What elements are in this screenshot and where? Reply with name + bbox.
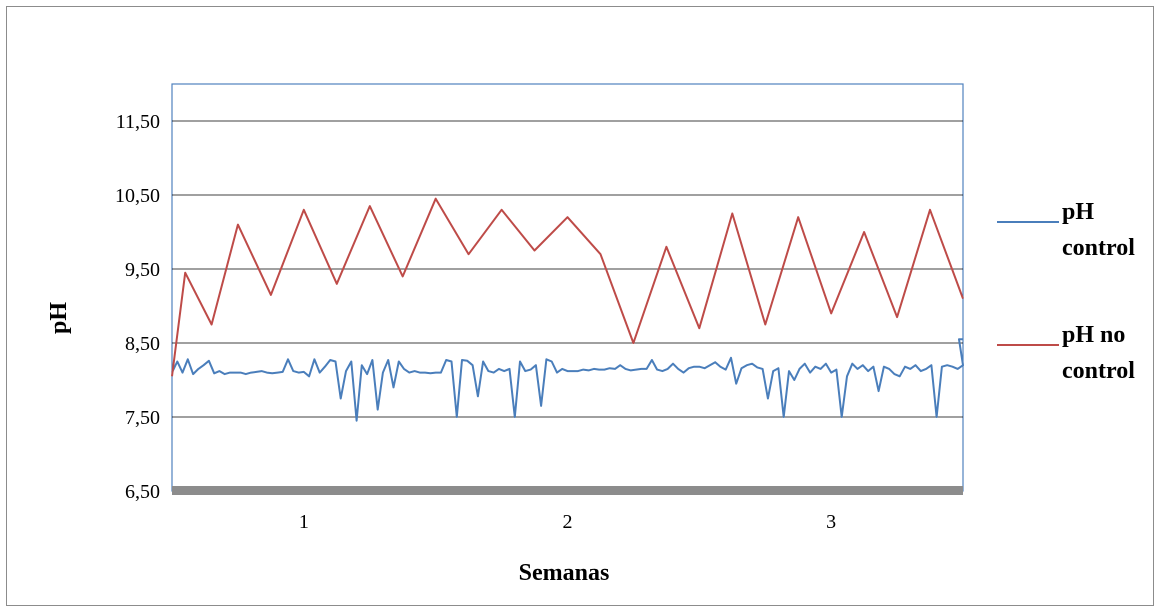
x-axis-line	[172, 486, 963, 495]
grid-layer	[171, 83, 964, 492]
x-tick-label: 1	[299, 511, 309, 533]
y-tick-label: 7,50	[125, 407, 160, 429]
legend-label: pH no	[1062, 322, 1125, 348]
y-tick-label: 10,50	[115, 185, 160, 207]
x-tick-label: 2	[563, 511, 573, 533]
legend: pH control pH no control	[997, 199, 1135, 384]
chart: 6,50 7,50 8,50 9,50 10,50 11,50 1 2 3 Semanas pH…	[46, 83, 1135, 586]
legend-label: control	[1062, 358, 1135, 384]
y-axis-title: pH	[46, 302, 72, 334]
legend-label: pH	[1062, 199, 1094, 225]
y-tick-label: 6,50	[125, 481, 160, 503]
plot-area-border	[171, 83, 964, 492]
chart-frame: 6,50 7,50 8,50 9,50 10,50 11,50 1 2 3 Semanas pH…	[6, 6, 1154, 606]
series-line-ph-control	[171, 338, 964, 422]
x-axis-title: Semanas	[519, 560, 610, 586]
legend-label: control	[1062, 235, 1135, 261]
axis-layer: 6,50 7,50 8,50 9,50 10,50 11,50 1 2 3	[115, 111, 963, 533]
series-line-ph-no-control	[171, 197, 964, 377]
y-tick-label: 11,50	[116, 111, 160, 133]
plot-layer	[171, 197, 964, 422]
y-tick-label: 8,50	[125, 333, 160, 355]
x-tick-label: 3	[826, 511, 836, 533]
y-tick-label: 9,50	[125, 259, 160, 281]
